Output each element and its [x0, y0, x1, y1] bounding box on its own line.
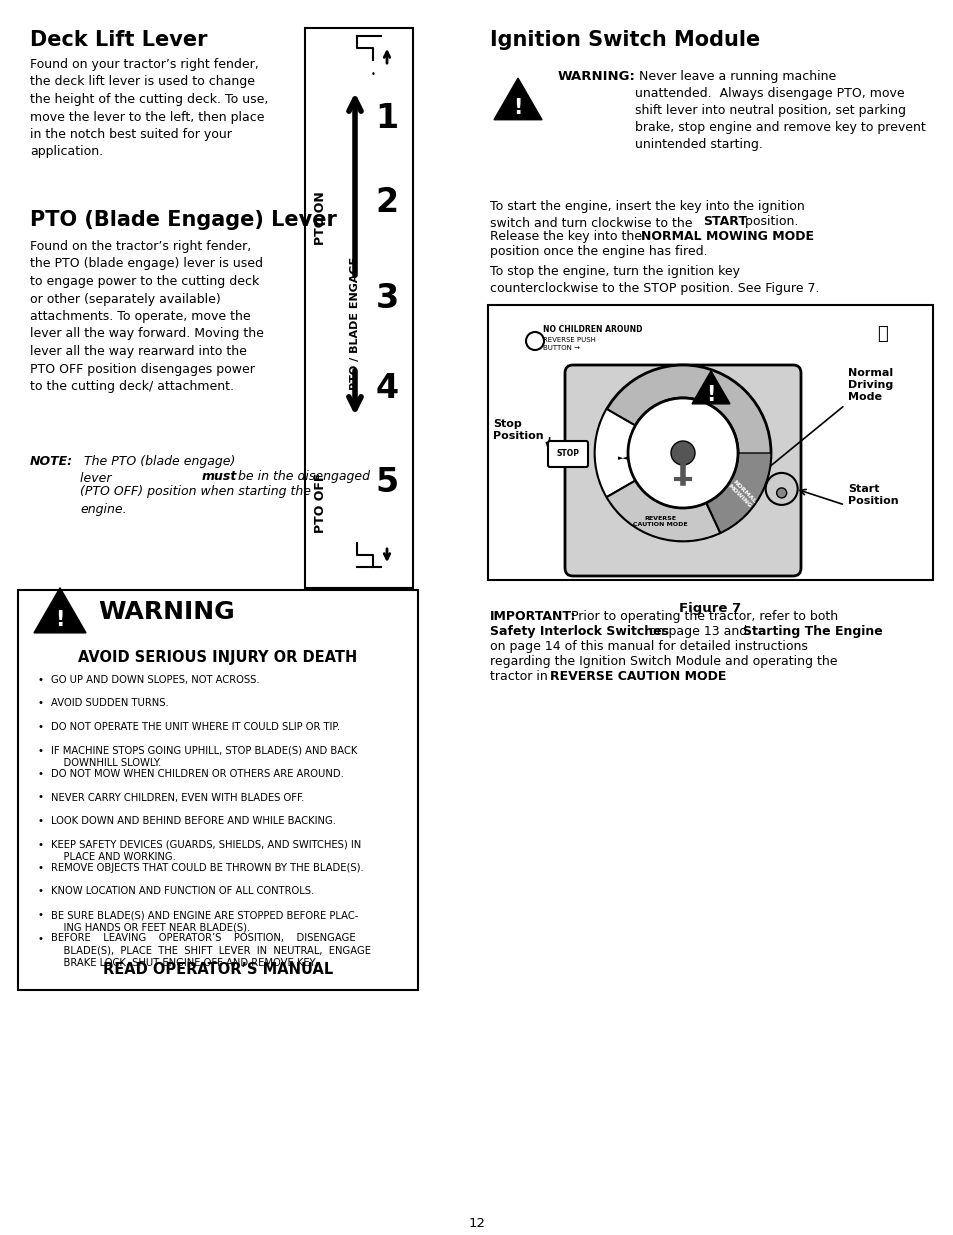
Text: IMPORTANT:: IMPORTANT: — [490, 610, 576, 622]
Text: be in the disengaged: be in the disengaged — [233, 471, 370, 483]
Text: BEFORE    LEAVING    OPERATOR’S    POSITION,    DISENGAGE
    BLADE(S),  PLACE  : BEFORE LEAVING OPERATOR’S POSITION, DISE… — [51, 934, 371, 968]
Text: Never leave a running machine
unattended.  Always disengage PTO, move
shift leve: Never leave a running machine unattended… — [635, 70, 924, 151]
Text: •: • — [38, 769, 44, 779]
Text: 1: 1 — [375, 101, 398, 135]
Text: 3: 3 — [375, 282, 398, 315]
Text: IF MACHINE STOPS GOING UPHILL, STOP BLADE(S) AND BACK
    DOWNHILL SLOWLY.: IF MACHINE STOPS GOING UPHILL, STOP BLAD… — [51, 746, 357, 768]
Text: PTO ON: PTO ON — [314, 191, 327, 245]
Circle shape — [595, 366, 770, 541]
Text: AVOID SERIOUS INJURY OR DEATH: AVOID SERIOUS INJURY OR DEATH — [78, 650, 357, 664]
Text: REVERSE
CAUTION MODE: REVERSE CAUTION MODE — [633, 516, 687, 527]
Text: STOP: STOP — [556, 448, 578, 457]
Text: 2: 2 — [375, 186, 398, 220]
Text: PTO OFF: PTO OFF — [314, 473, 327, 534]
Text: position.: position. — [740, 215, 798, 228]
Text: Deck Lift Lever: Deck Lift Lever — [30, 30, 208, 49]
Text: •: • — [38, 863, 44, 873]
Text: •: • — [38, 840, 44, 850]
Circle shape — [670, 441, 695, 466]
Bar — [305, 28, 413, 588]
Text: position once the engine has fired.: position once the engine has fired. — [490, 245, 707, 258]
Circle shape — [627, 398, 738, 508]
Text: on page 13 and: on page 13 and — [644, 625, 750, 638]
FancyBboxPatch shape — [547, 441, 587, 467]
Text: •: • — [38, 699, 44, 709]
Bar — [488, 305, 932, 580]
Text: Prior to operating the tractor, refer to both: Prior to operating the tractor, refer to… — [566, 610, 838, 622]
Text: NEVER CARRY CHILDREN, EVEN WITH BLADES OFF.: NEVER CARRY CHILDREN, EVEN WITH BLADES O… — [51, 793, 304, 803]
Text: LOOK DOWN AND BEHIND BEFORE AND WHILE BACKING.: LOOK DOWN AND BEHIND BEFORE AND WHILE BA… — [51, 816, 335, 826]
Text: WARNING: WARNING — [98, 600, 234, 624]
Text: GO UP AND DOWN SLOPES, NOT ACROSS.: GO UP AND DOWN SLOPES, NOT ACROSS. — [51, 676, 259, 685]
Text: •: • — [38, 816, 44, 826]
Text: Starting The Engine: Starting The Engine — [742, 625, 882, 638]
Text: PTO / BLADE ENGAGE: PTO / BLADE ENGAGE — [350, 257, 359, 389]
Text: •: • — [38, 676, 44, 685]
Text: •: • — [370, 70, 375, 79]
Text: 12: 12 — [468, 1216, 485, 1230]
Text: •: • — [38, 910, 44, 920]
Text: Ignition Switch Module: Ignition Switch Module — [490, 30, 760, 49]
Polygon shape — [691, 370, 729, 404]
Text: REVERSE CAUTION MODE: REVERSE CAUTION MODE — [550, 671, 725, 683]
Wedge shape — [682, 453, 770, 532]
Text: DO NOT OPERATE THE UNIT WHERE IT COULD SLIP OR TIP.: DO NOT OPERATE THE UNIT WHERE IT COULD S… — [51, 722, 340, 732]
Text: Found on your tractor’s right fender,
the deck lift lever is used to change
the : Found on your tractor’s right fender, th… — [30, 58, 268, 158]
Text: (PTO OFF) position when starting the
engine.: (PTO OFF) position when starting the eng… — [80, 485, 311, 515]
Text: Normal
Driving
Mode: Normal Driving Mode — [847, 368, 892, 401]
Circle shape — [776, 488, 786, 498]
Text: !: ! — [513, 98, 522, 119]
Wedge shape — [595, 409, 682, 496]
Text: NORMAL MOWING MODE: NORMAL MOWING MODE — [640, 230, 813, 243]
Text: PTO (Blade Engage) Lever: PTO (Blade Engage) Lever — [30, 210, 336, 230]
Text: ►◄: ►◄ — [617, 454, 628, 461]
Text: must: must — [202, 471, 237, 483]
Bar — [18, 590, 417, 990]
Text: To start the engine, insert the key into the ignition
switch and turn clockwise : To start the engine, insert the key into… — [490, 200, 804, 230]
Text: KEEP SAFETY DEVICES (GUARDS, SHIELDS, AND SWITCHES) IN
    PLACE AND WORKING.: KEEP SAFETY DEVICES (GUARDS, SHIELDS, AN… — [51, 840, 361, 862]
Text: Stop
Position: Stop Position — [493, 419, 543, 441]
Text: BE SURE BLADE(S) AND ENGINE ARE STOPPED BEFORE PLAC-
    ING HANDS OR FEET NEAR : BE SURE BLADE(S) AND ENGINE ARE STOPPED … — [51, 910, 358, 932]
Text: 🚫: 🚫 — [877, 325, 887, 343]
Text: .: . — [701, 671, 705, 683]
Circle shape — [627, 398, 738, 508]
Text: To stop the engine, turn the ignition key
counterclockwise to the STOP position.: To stop the engine, turn the ignition ke… — [490, 266, 819, 295]
Text: Start
Position: Start Position — [847, 484, 898, 506]
Wedge shape — [606, 453, 720, 541]
Text: The PTO (blade engage)
lever: The PTO (blade engage) lever — [80, 454, 235, 485]
Text: WARNING:: WARNING: — [558, 70, 636, 83]
Text: AVOID SUDDEN TURNS.: AVOID SUDDEN TURNS. — [51, 699, 169, 709]
Text: !: ! — [55, 610, 65, 630]
Text: Release the key into the: Release the key into the — [490, 230, 645, 243]
Text: KNOW LOCATION AND FUNCTION OF ALL CONTROLS.: KNOW LOCATION AND FUNCTION OF ALL CONTRO… — [51, 887, 314, 897]
FancyBboxPatch shape — [564, 366, 801, 576]
Text: NO CHILDREN AROUND: NO CHILDREN AROUND — [542, 325, 641, 333]
Text: •: • — [38, 887, 44, 897]
Circle shape — [670, 441, 695, 466]
Text: READ OPERATOR’S MANUAL: READ OPERATOR’S MANUAL — [103, 962, 333, 977]
Text: !: ! — [705, 384, 715, 405]
Text: •: • — [38, 793, 44, 803]
Text: NORMAL
MOWING: NORMAL MOWING — [726, 479, 756, 509]
Text: tractor in: tractor in — [490, 671, 551, 683]
Text: REMOVE OBJECTS THAT COULD BE THROWN BY THE BLADE(S).: REMOVE OBJECTS THAT COULD BE THROWN BY T… — [51, 863, 363, 873]
Text: DO NOT MOW WHEN CHILDREN OR OTHERS ARE AROUND.: DO NOT MOW WHEN CHILDREN OR OTHERS ARE A… — [51, 769, 343, 779]
Text: regarding the Ignition Switch Module and operating the: regarding the Ignition Switch Module and… — [490, 655, 837, 668]
Polygon shape — [494, 78, 541, 120]
Text: Figure 7: Figure 7 — [679, 601, 740, 615]
Circle shape — [525, 332, 543, 350]
Text: •: • — [38, 746, 44, 756]
Text: 5: 5 — [375, 467, 398, 499]
Text: REVERSE PUSH
BUTTON →: REVERSE PUSH BUTTON → — [542, 337, 596, 351]
Text: Found on the tractor’s right fender,
the PTO (blade engage) lever is used
to eng: Found on the tractor’s right fender, the… — [30, 240, 264, 393]
Text: NOTE:: NOTE: — [30, 454, 73, 468]
Text: 4: 4 — [375, 372, 398, 405]
Text: on page 14 of this manual for detailed instructions: on page 14 of this manual for detailed i… — [490, 640, 807, 653]
Text: START: START — [702, 215, 746, 228]
Text: •: • — [38, 722, 44, 732]
Text: •: • — [38, 934, 44, 944]
Polygon shape — [34, 588, 86, 632]
Circle shape — [765, 473, 797, 505]
Text: Safety Interlock Switches: Safety Interlock Switches — [490, 625, 668, 638]
